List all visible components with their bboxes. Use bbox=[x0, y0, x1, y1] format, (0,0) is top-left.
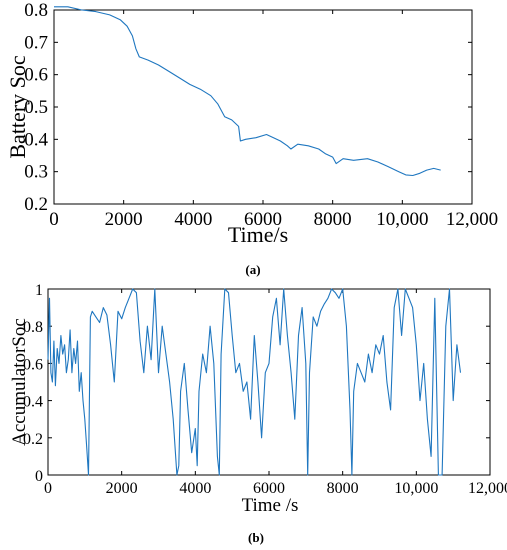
chart-panel-a: 0 2000 4000 6000 8000 10,000 12,000 0.2 0.3 0.4 0.… bbox=[5, 0, 498, 277]
y-tick-label: 0.2 bbox=[23, 431, 43, 448]
data-series-line bbox=[54, 6, 441, 177]
y-tick-label: 0.8 bbox=[23, 319, 43, 336]
panel-label: (a) bbox=[245, 262, 260, 277]
x-tick-label: 4000 bbox=[174, 209, 212, 230]
chart-panel-b: 0 2000 4000 6000 8000 10,000 12,000 0 0.2 0.4 0.6 0… bbox=[9, 282, 507, 545]
x-tick-label: 12,000 bbox=[446, 209, 498, 230]
x-tick-label: 2000 bbox=[105, 209, 143, 230]
x-tick-label: 8000 bbox=[327, 480, 359, 497]
x-tick-label: 8000 bbox=[314, 209, 352, 230]
y-tick-label: 0.2 bbox=[24, 194, 48, 215]
x-tick-label: 0 bbox=[44, 480, 52, 497]
x-tick-label: 12,000 bbox=[468, 480, 507, 497]
data-series-line bbox=[47, 288, 462, 476]
x-tick-label: 0 bbox=[49, 209, 59, 230]
y-tick-label: 0.6 bbox=[24, 65, 48, 86]
x-tick-label: 4000 bbox=[179, 480, 211, 497]
y-axis-label: AccumulatorSoc bbox=[9, 318, 30, 446]
y-tick-label: 0.4 bbox=[23, 394, 43, 411]
x-tick-label: 6000 bbox=[253, 480, 285, 497]
y-tick-label: 0 bbox=[35, 468, 43, 485]
y-tick-label: 0.4 bbox=[24, 129, 48, 150]
y-tick-label: 0.8 bbox=[24, 0, 48, 21]
x-tick-label: 2000 bbox=[106, 480, 138, 497]
panel-label: (b) bbox=[248, 530, 264, 545]
x-tick-label: 6000 bbox=[244, 209, 282, 230]
x-axis-label: Time/s bbox=[228, 222, 288, 247]
y-tick-label: 0.6 bbox=[23, 356, 43, 373]
y-tick-label: 0.7 bbox=[24, 32, 48, 53]
y-tick-label: 0.3 bbox=[24, 162, 48, 183]
x-tick-label: 10,000 bbox=[376, 209, 428, 230]
y-tick-label: 1 bbox=[35, 282, 43, 299]
x-axis-label: Time /s bbox=[242, 495, 299, 516]
x-tick-label: 10,000 bbox=[394, 480, 438, 497]
y-tick-label: 0.5 bbox=[24, 97, 48, 118]
y-axis-label: Battery Soc bbox=[5, 55, 30, 158]
